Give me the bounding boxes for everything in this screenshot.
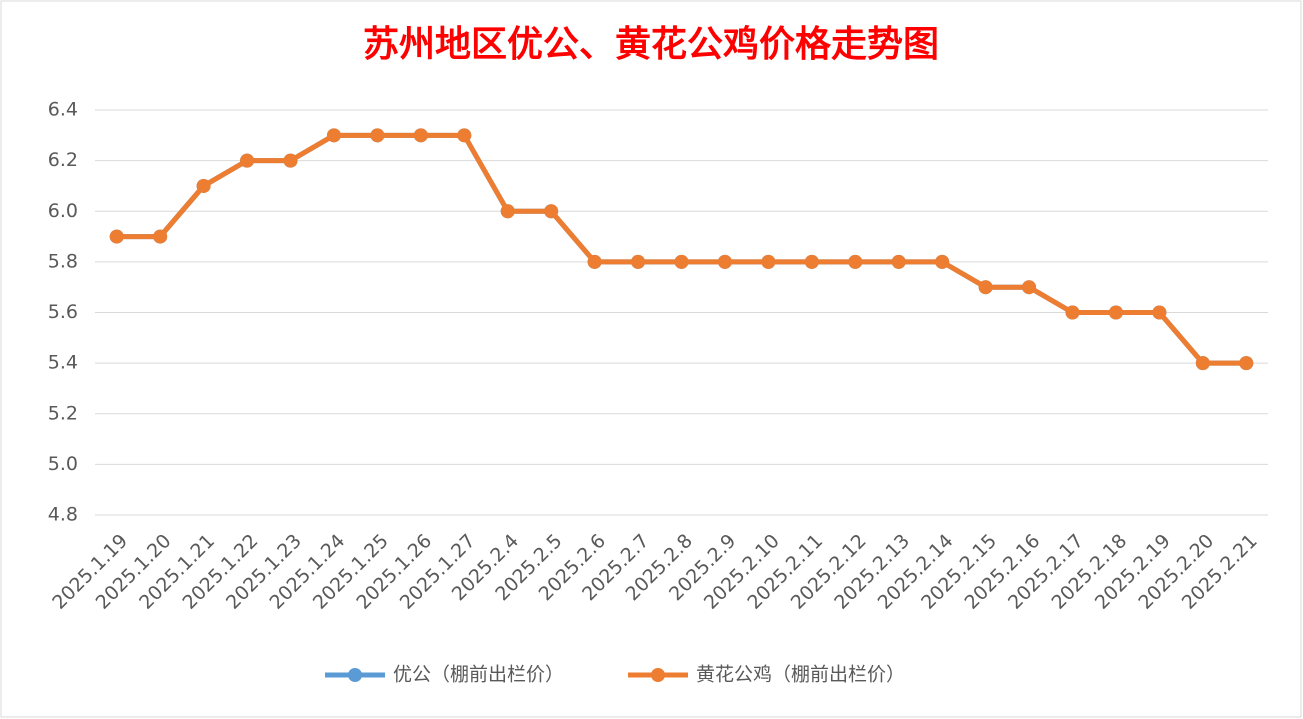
series-marker — [196, 178, 211, 193]
y-tick-label: 5.6 — [48, 301, 78, 323]
y-tick-label: 6.0 — [48, 200, 78, 222]
series-marker — [370, 128, 385, 143]
legend-marker — [348, 668, 362, 682]
series-marker — [891, 254, 906, 269]
series-marker — [1152, 305, 1167, 320]
series-marker — [761, 254, 776, 269]
series-marker — [283, 153, 298, 168]
series-marker — [240, 153, 255, 168]
series-marker — [413, 128, 428, 143]
legend-marker — [651, 668, 665, 682]
series-marker — [1239, 356, 1254, 371]
series-marker — [153, 229, 168, 244]
series-marker — [1108, 305, 1123, 320]
y-tick-label: 6.4 — [48, 99, 78, 121]
series-marker — [500, 204, 515, 219]
series-marker — [804, 254, 819, 269]
y-tick-label: 4.8 — [48, 504, 78, 526]
series-marker — [587, 254, 602, 269]
series-marker — [717, 254, 732, 269]
series-marker — [544, 204, 559, 219]
y-tick-label: 5.0 — [48, 453, 78, 475]
y-tick-label: 5.8 — [48, 250, 78, 272]
y-tick-label: 6.2 — [48, 149, 78, 171]
series-marker — [109, 229, 124, 244]
series-marker — [457, 128, 472, 143]
series-marker — [1195, 356, 1210, 371]
series-marker — [1022, 280, 1037, 295]
series-marker — [674, 254, 689, 269]
legend-label: 优公（棚前出栏价） — [393, 664, 564, 686]
series-marker — [1065, 305, 1080, 320]
series-marker — [848, 254, 863, 269]
series-marker — [935, 254, 950, 269]
series-marker — [631, 254, 646, 269]
chart-title: 苏州地区优公、黄花公鸡价格走势图 — [363, 23, 939, 65]
series-marker — [326, 128, 341, 143]
y-tick-label: 5.4 — [48, 352, 78, 374]
y-tick-label: 5.2 — [48, 402, 78, 424]
legend-label: 黄花公鸡（棚前出栏价） — [696, 664, 905, 686]
series-marker — [978, 280, 993, 295]
